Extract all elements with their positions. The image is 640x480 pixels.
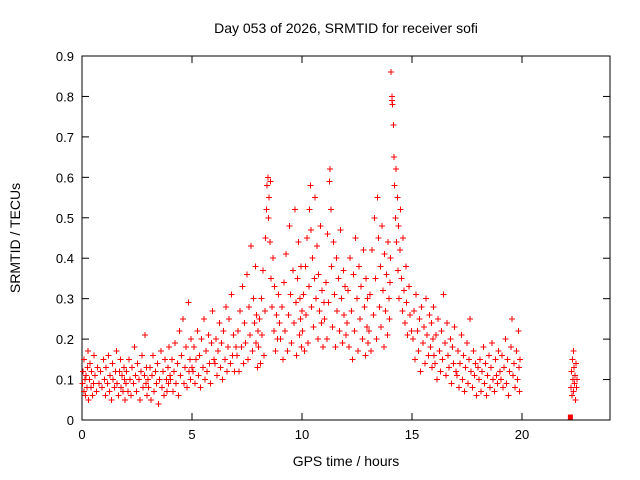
x-tick-label: 0 (78, 427, 85, 442)
y-tick-label: 0.2 (56, 332, 74, 347)
chart-title: Day 053 of 2026, SRMTID for receiver sof… (214, 20, 478, 36)
x-tick-label: 15 (405, 427, 419, 442)
data-point-square (567, 414, 573, 420)
y-axis-label: SRMTID / TECUs (7, 183, 23, 293)
x-tick-label: 10 (295, 427, 309, 442)
y-tick-label: 0.1 (56, 373, 74, 388)
y-tick-label: 0.4 (56, 251, 74, 266)
y-tick-label: 0.7 (56, 130, 74, 145)
x-tick-label: 5 (188, 427, 195, 442)
plot-border (81, 55, 611, 421)
y-tick-label: 0.5 (56, 211, 74, 226)
y-tick-label: 0.3 (56, 292, 74, 307)
y-tick-label: 0.9 (56, 49, 74, 64)
x-tick-label: 20 (515, 427, 529, 442)
data-points (79, 69, 580, 407)
x-axis-label: GPS time / hours (293, 453, 400, 469)
y-tick-label: 0.8 (56, 89, 74, 104)
plot-area: 0 5 10 15 20 0 0.1 0.2 0.3 0.4 0.5 0.6 0.7 0.8 0.9 (56, 49, 611, 442)
y-tick-label: 0 (67, 413, 74, 428)
y-tick-label: 0.6 (56, 170, 74, 185)
